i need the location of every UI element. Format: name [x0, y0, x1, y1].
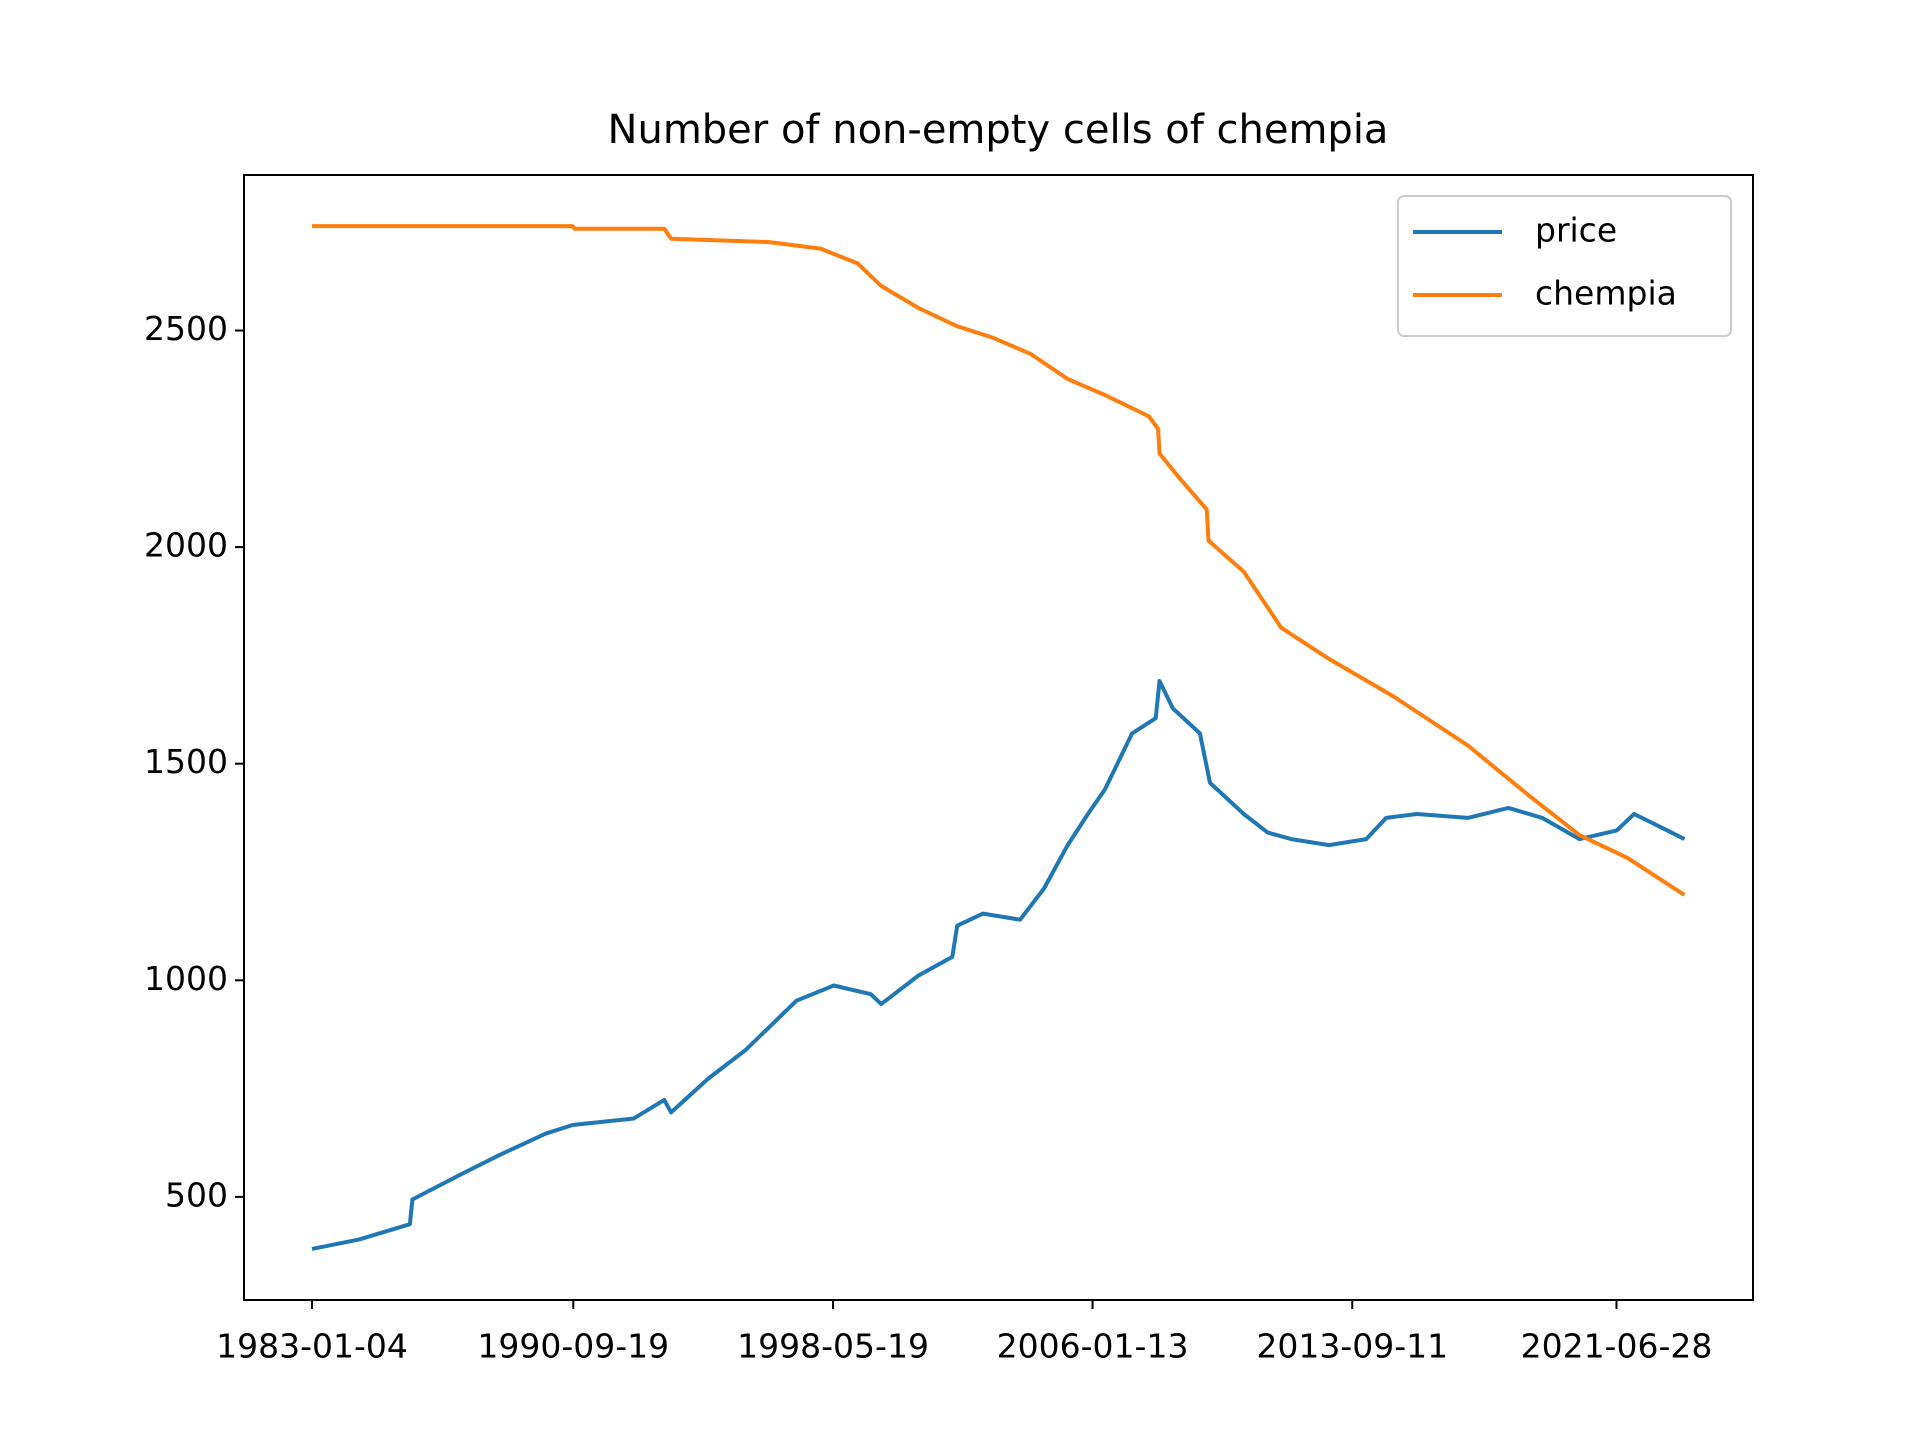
y-tick-label: 2500: [144, 309, 228, 348]
y-tick-label: 2000: [144, 526, 228, 565]
y-tick-label: 1500: [144, 742, 228, 781]
legend-label: price: [1535, 211, 1617, 250]
plot-frame: [243, 174, 1754, 1301]
chart-title: Number of non-empty cells of chempia: [608, 107, 1389, 153]
y-tick-label: 1000: [144, 959, 228, 998]
x-tick-label: 1998-05-19: [737, 1327, 929, 1366]
line-series: [311, 679, 1686, 1251]
legend-label: chempia: [1535, 274, 1677, 313]
line-series: [312, 224, 1686, 897]
x-tick-label: 2006-01-13: [997, 1327, 1189, 1366]
x-tick-label: 1983-01-04: [216, 1327, 408, 1366]
y-tick-label: 500: [165, 1175, 228, 1214]
x-tick-label: 2021-06-28: [1521, 1327, 1713, 1366]
x-tick-label: 1990-09-19: [477, 1327, 669, 1366]
x-tick-label: 2013-09-11: [1256, 1327, 1448, 1366]
